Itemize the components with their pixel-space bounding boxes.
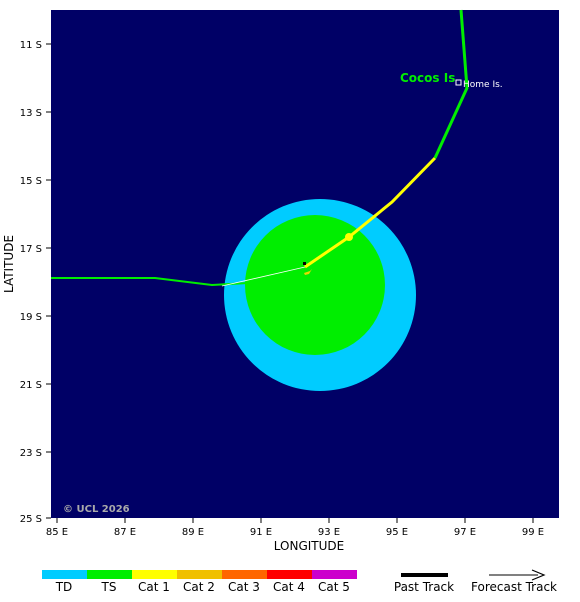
track-tick	[303, 262, 306, 265]
storm-wind-radius	[245, 215, 385, 355]
latitude-axis: 11 S 13 S 15 S 17 S 19 S 21 S 23 S 25 S	[20, 40, 51, 525]
home-island-marker	[455, 79, 462, 86]
cocos-islands-label: Cocos Is	[400, 71, 455, 85]
home-island-label: Home Is.	[463, 80, 503, 90]
forecast-arrow-icon	[531, 569, 546, 581]
forecast-track-thin	[221, 266, 306, 287]
past-track-west	[51, 266, 306, 287]
lon-tick-label: 87 E	[114, 527, 136, 538]
lon-tick-label: 85 E	[46, 527, 68, 538]
legend-swatch-cat1	[132, 570, 177, 579]
legend-swatch-cat2	[177, 570, 222, 579]
lat-tick-label: 25 S	[20, 514, 42, 525]
lat-tick-label: 15 S	[20, 176, 42, 187]
legend-swatch-td	[42, 570, 87, 579]
legend-swatch-cat3	[222, 570, 267, 579]
y-axis-label: LATITUDE	[2, 235, 16, 293]
past-track-cat1	[304, 156, 437, 269]
storm-eye-marker	[304, 269, 312, 275]
lon-tick-label: 99 E	[522, 527, 544, 538]
storm-position-marker	[345, 233, 353, 241]
lon-tick-label: 97 E	[454, 527, 476, 538]
past-track-north	[433, 9, 469, 159]
track-legend: Past Track Forecast Track	[394, 569, 557, 594]
lon-tick-label: 91 E	[250, 527, 272, 538]
lon-tick-label: 93 E	[318, 527, 340, 538]
legend-swatch-cat5	[312, 570, 357, 579]
lat-tick-label: 17 S	[20, 244, 42, 255]
legend-swatch-cat4	[267, 570, 312, 579]
lon-tick-label: 95 E	[386, 527, 408, 538]
legend-swatch-ts	[87, 570, 132, 579]
longitude-axis: 85 E 87 E 89 E 91 E 93 E 95 E 97 E 99 E	[46, 518, 544, 538]
x-axis-label: LONGITUDE	[274, 539, 344, 553]
lat-tick-label: 23 S	[20, 448, 42, 459]
lat-tick-label: 21 S	[20, 380, 42, 391]
category-legend: TD TS Cat 1 Cat 2 Cat 3 Cat 4 Cat 5	[42, 570, 357, 594]
past-track-label: Past Track	[394, 580, 454, 594]
legend-label-cat3: Cat 3	[228, 580, 260, 594]
forecast-track-label: Forecast Track	[471, 580, 557, 594]
legend-label-cat2: Cat 2	[183, 580, 215, 594]
lon-tick-label: 89 E	[182, 527, 204, 538]
legend-label-cat1: Cat 1	[138, 580, 170, 594]
lat-tick-label: 13 S	[20, 108, 42, 119]
legend-label-td: TD	[55, 580, 73, 594]
legend-label-ts: TS	[101, 580, 117, 594]
legend-label-cat5: Cat 5	[318, 580, 350, 594]
lat-tick-label: 19 S	[20, 312, 42, 323]
legend-label-cat4: Cat 4	[273, 580, 305, 594]
lat-tick-label: 11 S	[20, 40, 42, 51]
copyright-label: © UCL 2026	[63, 504, 130, 515]
